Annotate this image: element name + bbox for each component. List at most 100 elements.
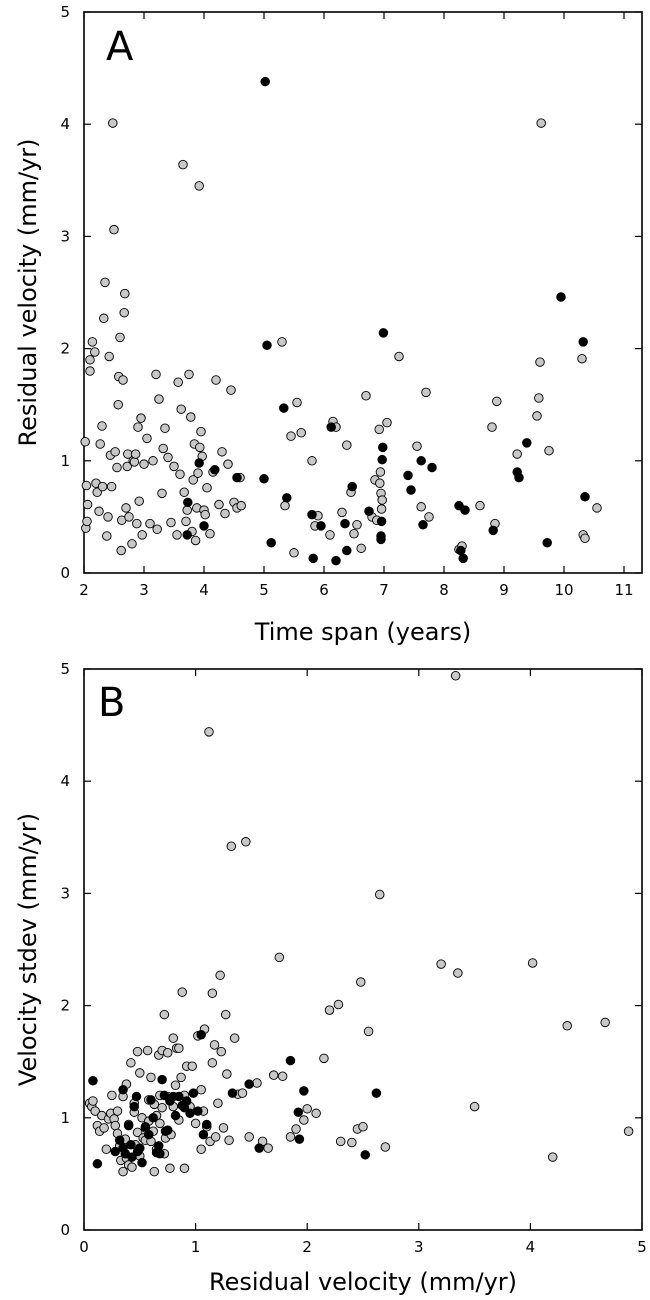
data-point-black xyxy=(282,493,292,503)
data-point-gray xyxy=(160,423,170,434)
y-tick-label: 0 xyxy=(60,1221,70,1239)
data-point-black xyxy=(285,1055,296,1066)
data-point-gray xyxy=(187,1061,198,1071)
data-point-gray xyxy=(380,1142,391,1152)
data-point-gray xyxy=(200,509,210,520)
data-point-black xyxy=(182,530,192,540)
data-point-black xyxy=(316,521,326,531)
data-point-black xyxy=(542,537,552,548)
data-point-gray xyxy=(421,387,431,398)
data-point-black xyxy=(129,1101,139,1112)
data-point-gray xyxy=(475,500,485,511)
data-point-gray xyxy=(580,533,590,543)
data-point-gray xyxy=(592,503,602,513)
data-point-gray xyxy=(97,481,108,492)
data-point-gray xyxy=(333,999,344,1010)
data-point-gray xyxy=(148,456,158,466)
data-point-gray xyxy=(181,516,191,527)
data-point-black xyxy=(202,1119,212,1130)
data-point-gray xyxy=(190,535,201,546)
data-point-gray xyxy=(492,396,502,407)
data-point-gray xyxy=(527,958,538,968)
data-point-gray xyxy=(436,959,446,969)
data-point-gray xyxy=(193,468,203,478)
y-tick-label: 3 xyxy=(60,227,70,245)
data-point-gray xyxy=(213,1098,223,1108)
data-point-black xyxy=(364,506,374,517)
x-tick-label: 7 xyxy=(379,581,389,599)
data-point-gray xyxy=(512,449,522,459)
data-point-gray xyxy=(349,528,359,539)
y-tick-label: 2 xyxy=(60,340,70,358)
data-point-black xyxy=(378,442,388,453)
data-point-gray xyxy=(224,1135,234,1145)
data-point-gray xyxy=(325,530,335,540)
data-point-gray xyxy=(157,488,167,499)
x-axis-label: Time span (years) xyxy=(254,618,471,646)
y-axis-label: Residual velocity (mm/yr) xyxy=(14,138,42,446)
data-point-gray xyxy=(207,988,218,999)
data-point-black xyxy=(140,1122,151,1132)
data-point-gray xyxy=(207,1058,218,1068)
data-point-black xyxy=(232,472,242,483)
data-point-black xyxy=(340,518,350,529)
data-point-gray xyxy=(286,431,296,441)
data-point-black xyxy=(377,454,387,465)
data-point-gray xyxy=(215,970,225,981)
data-point-gray xyxy=(623,1126,634,1137)
data-point-gray xyxy=(97,421,107,431)
data-point-gray xyxy=(110,447,120,457)
data-point-gray xyxy=(88,1096,98,1106)
data-point-gray xyxy=(194,181,204,191)
data-point-gray xyxy=(547,1152,558,1162)
data-point-gray xyxy=(544,445,554,456)
data-point-black xyxy=(196,1030,206,1040)
data-point-gray xyxy=(562,1021,572,1031)
data-point-black xyxy=(254,1143,264,1153)
data-point-gray xyxy=(109,224,119,235)
scatter-panel-b: 0 1 2 3 4 5 0 1 2 3 4 5 Residual velocity (mm/yr) Vel… xyxy=(14,660,647,1296)
data-point-gray xyxy=(280,500,290,511)
data-point-gray xyxy=(90,347,100,357)
data-point-gray xyxy=(139,459,149,469)
data-point-gray xyxy=(87,337,98,347)
data-point-black xyxy=(522,438,532,448)
data-point-black xyxy=(260,76,270,87)
data-point-gray xyxy=(534,393,544,403)
data-point-gray xyxy=(132,1046,143,1057)
data-point-gray xyxy=(375,467,386,477)
data-point-gray xyxy=(166,517,176,528)
data-point-black xyxy=(360,1150,370,1160)
data-point-gray xyxy=(487,422,497,432)
data-point-gray xyxy=(182,505,192,515)
x-tick-label: 4 xyxy=(199,581,209,599)
data-point-gray xyxy=(118,1166,128,1177)
data-point-black xyxy=(92,1159,103,1169)
data-point-gray xyxy=(101,1144,112,1154)
data-point-gray xyxy=(132,1127,143,1138)
data-point-gray xyxy=(302,1104,312,1114)
data-point-gray xyxy=(85,355,95,365)
data-point-gray xyxy=(130,449,141,459)
data-point-black xyxy=(194,458,204,468)
data-point-gray xyxy=(184,369,194,380)
data-point-black xyxy=(266,537,276,548)
data-point-black xyxy=(556,292,566,302)
data-point-gray xyxy=(196,426,206,437)
data-point-black xyxy=(244,1079,254,1089)
data-point-gray xyxy=(82,499,93,510)
data-point-gray xyxy=(352,520,362,530)
data-point-gray xyxy=(122,461,132,472)
data-point-black xyxy=(157,1074,167,1085)
x-tick-label: 8 xyxy=(439,581,449,599)
data-point-gray xyxy=(179,487,189,497)
data-point-gray xyxy=(205,528,215,539)
data-point-black xyxy=(460,505,470,515)
data-point-gray xyxy=(176,1072,186,1083)
data-point-gray xyxy=(195,442,205,453)
y-tick-label: 5 xyxy=(60,660,70,678)
data-point-gray xyxy=(142,1045,153,1056)
data-point-gray xyxy=(142,433,152,444)
data-point-gray xyxy=(319,1053,329,1064)
